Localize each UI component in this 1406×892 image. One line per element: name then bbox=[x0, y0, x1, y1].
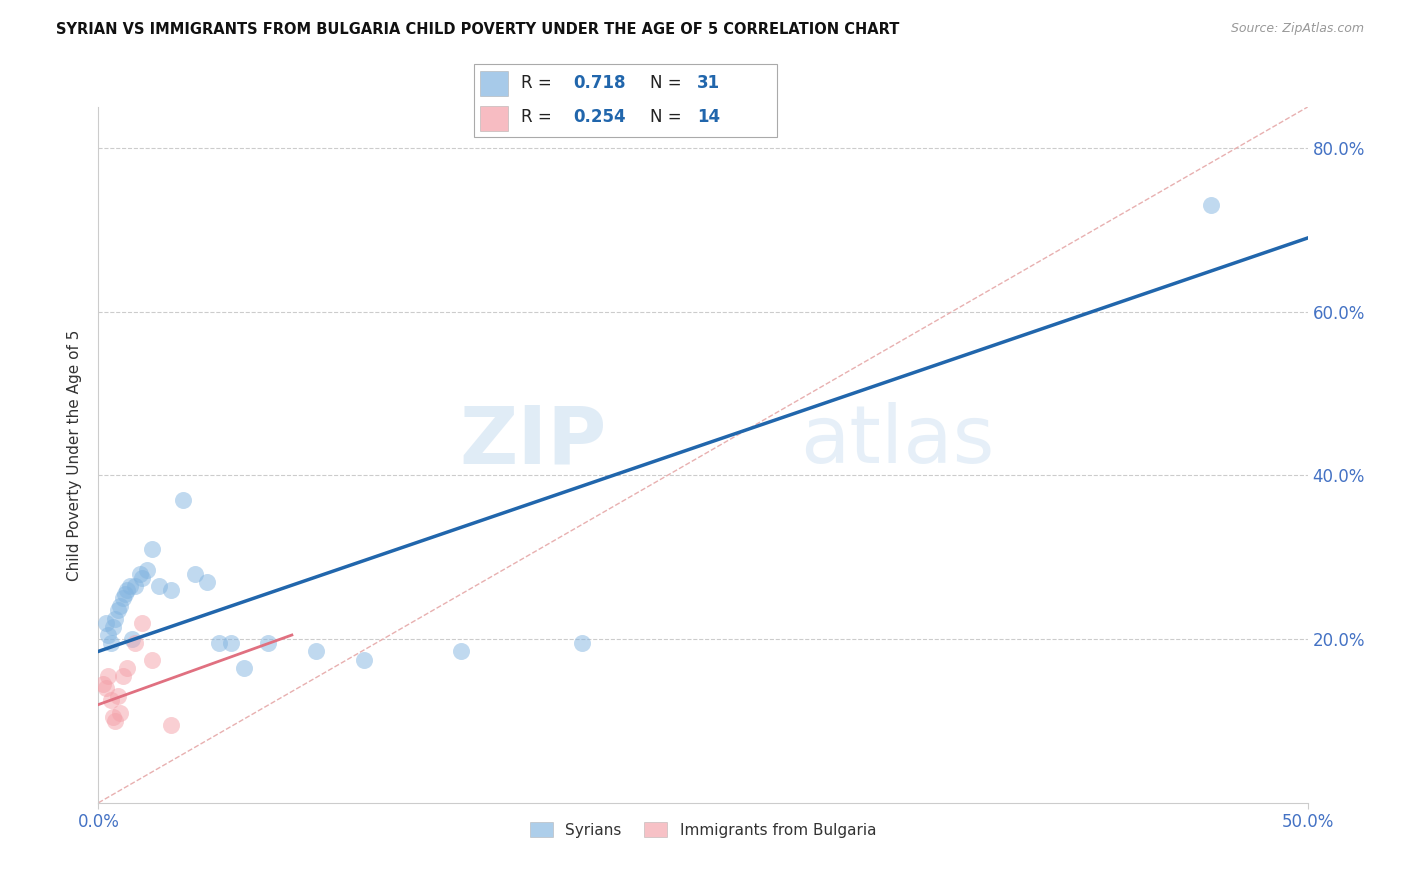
Text: ZIP: ZIP bbox=[458, 402, 606, 480]
Point bbox=[91, 677, 114, 691]
Point bbox=[111, 591, 134, 606]
FancyBboxPatch shape bbox=[481, 105, 508, 130]
Text: R =: R = bbox=[520, 109, 557, 127]
Point bbox=[160, 718, 183, 732]
Point bbox=[148, 579, 170, 593]
Point bbox=[256, 636, 278, 650]
FancyBboxPatch shape bbox=[481, 70, 508, 95]
Text: 0.254: 0.254 bbox=[574, 109, 626, 127]
Point bbox=[94, 615, 117, 630]
Point bbox=[571, 636, 593, 650]
Point bbox=[118, 579, 141, 593]
Point bbox=[160, 582, 183, 597]
Point bbox=[104, 612, 127, 626]
Text: 14: 14 bbox=[697, 109, 720, 127]
Point bbox=[232, 661, 254, 675]
Point bbox=[117, 661, 139, 675]
Point bbox=[104, 714, 127, 728]
Point bbox=[101, 710, 124, 724]
Point bbox=[107, 690, 129, 704]
Point bbox=[97, 628, 120, 642]
Point bbox=[141, 652, 163, 666]
Point bbox=[131, 571, 153, 585]
Text: 31: 31 bbox=[697, 74, 720, 92]
Point bbox=[141, 542, 163, 557]
Point bbox=[184, 566, 207, 581]
Point bbox=[108, 706, 131, 720]
Point bbox=[195, 574, 218, 589]
Y-axis label: Child Poverty Under the Age of 5: Child Poverty Under the Age of 5 bbox=[67, 329, 83, 581]
Point bbox=[111, 669, 134, 683]
Point bbox=[305, 644, 328, 658]
Point bbox=[131, 615, 153, 630]
Legend: Syrians, Immigrants from Bulgaria: Syrians, Immigrants from Bulgaria bbox=[524, 815, 882, 844]
Point bbox=[100, 693, 122, 707]
Point bbox=[117, 582, 139, 597]
Point bbox=[108, 599, 131, 614]
Text: 0.718: 0.718 bbox=[574, 74, 626, 92]
FancyBboxPatch shape bbox=[474, 64, 778, 136]
Point bbox=[94, 681, 117, 696]
Point bbox=[114, 587, 136, 601]
Text: atlas: atlas bbox=[800, 402, 994, 480]
Text: N =: N = bbox=[651, 109, 688, 127]
Text: R =: R = bbox=[520, 74, 557, 92]
Text: Source: ZipAtlas.com: Source: ZipAtlas.com bbox=[1230, 22, 1364, 36]
Point bbox=[172, 492, 194, 507]
Point bbox=[128, 566, 150, 581]
Point bbox=[124, 636, 146, 650]
Point bbox=[121, 632, 143, 646]
Point bbox=[97, 669, 120, 683]
Point bbox=[124, 579, 146, 593]
Text: N =: N = bbox=[651, 74, 688, 92]
Point bbox=[450, 644, 472, 658]
Text: SYRIAN VS IMMIGRANTS FROM BULGARIA CHILD POVERTY UNDER THE AGE OF 5 CORRELATION : SYRIAN VS IMMIGRANTS FROM BULGARIA CHILD… bbox=[56, 22, 900, 37]
Point bbox=[107, 603, 129, 617]
Point bbox=[353, 652, 375, 666]
Point bbox=[101, 620, 124, 634]
Point bbox=[135, 562, 157, 576]
Point bbox=[100, 636, 122, 650]
Point bbox=[1199, 198, 1222, 212]
Point bbox=[221, 636, 243, 650]
Point bbox=[208, 636, 231, 650]
